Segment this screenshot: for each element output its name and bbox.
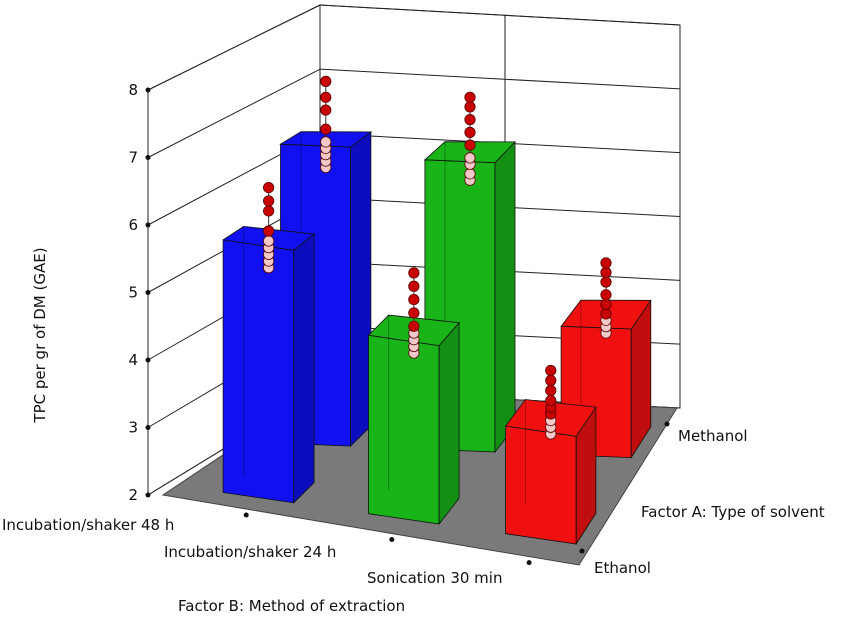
bar-side-face — [438, 321, 460, 526]
bar-front-face — [222, 239, 295, 504]
chart-labels: TPC per gr of DM (GAE) Factor B: Method … — [31, 247, 825, 615]
x-tick-label-0: Incubation/shaker 48 h — [2, 516, 174, 534]
y-tick-label-2: 2 — [128, 486, 138, 504]
bar-incubation-shaker-24-h-ethanol — [367, 267, 460, 526]
design-point — [263, 205, 275, 217]
gridline-back-7 — [319, 68, 681, 90]
x-tick-dot-0 — [243, 512, 249, 518]
design-point — [408, 320, 420, 332]
z-tick-dot-1 — [664, 421, 670, 427]
design-point — [600, 308, 612, 320]
design-point — [464, 91, 476, 103]
gridline-left-8 — [147, 4, 321, 91]
design-point — [320, 123, 332, 135]
design-point — [545, 384, 557, 397]
y-tick-dot-2 — [145, 492, 151, 498]
x-axis-label: Factor B: Method of extraction — [178, 597, 405, 615]
y-tick-dot-4 — [145, 357, 151, 363]
gridline-back-8 — [319, 4, 681, 26]
design-point — [263, 225, 275, 237]
design-point — [464, 101, 476, 113]
chart-axes: 2 3 4 5 6 7 8 Incubation/shaker 48 h Incubation/… — [2, 81, 748, 587]
x-tick-dot-1 — [389, 537, 395, 542]
design-point — [320, 136, 332, 148]
design-point — [545, 394, 557, 407]
design-point — [464, 168, 476, 180]
y-tick-label-8: 8 — [128, 81, 138, 99]
design-point — [320, 104, 332, 116]
design-point — [464, 139, 476, 151]
z-tick-dot-0 — [579, 548, 585, 554]
x-tick-dot-2 — [526, 560, 532, 566]
x-tick-label-2: Sonication 30 min — [367, 569, 502, 587]
z-tick-label-0: Ethanol — [594, 559, 651, 577]
design-point — [263, 195, 275, 207]
design-point — [600, 266, 612, 279]
y-tick-dot-7 — [145, 155, 151, 160]
y-tick-dot-5 — [145, 290, 151, 295]
bar-front-face — [368, 334, 440, 525]
design-point — [408, 267, 420, 279]
design-point — [464, 114, 476, 126]
design-point — [464, 126, 476, 138]
bar-side-face — [293, 233, 315, 504]
bar-sonication-30-min-ethanol — [504, 364, 597, 546]
z-axis-label: Factor A: Type of solvent — [641, 503, 825, 521]
gridline-left-7 — [147, 68, 321, 158]
y-tick-label-5: 5 — [128, 284, 138, 302]
design-point — [320, 91, 332, 103]
design-point — [600, 298, 612, 310]
bar-side-face — [494, 140, 516, 454]
y-tick-label-4: 4 — [128, 351, 138, 369]
design-point — [545, 374, 557, 387]
z-tick-label-1: Methanol — [678, 427, 748, 445]
y-tick-label-7: 7 — [128, 149, 138, 167]
y-tick-dot-6 — [145, 222, 151, 228]
design-point — [600, 257, 612, 269]
design-point — [545, 364, 557, 377]
y-tick-label-3: 3 — [128, 419, 138, 437]
design-point — [464, 152, 476, 164]
y-tick-dot-8 — [145, 87, 151, 93]
bar-incubation-shaker-48-h-ethanol — [222, 181, 316, 504]
chart-bars — [222, 75, 652, 546]
bar-front-face — [505, 425, 577, 545]
bar-incubation-shaker-24-h-methanol — [423, 91, 516, 454]
bar-side-face — [350, 131, 372, 448]
design-point — [408, 307, 420, 319]
y-tick-dot-3 — [145, 425, 151, 430]
y-tick-label-6: 6 — [128, 216, 138, 234]
design-point — [408, 293, 420, 306]
design-point — [263, 235, 275, 247]
design-point — [600, 276, 612, 288]
design-point — [408, 280, 420, 292]
x-tick-label-1: Incubation/shaker 24 h — [164, 543, 336, 561]
design-point — [320, 75, 332, 87]
design-point — [263, 181, 275, 194]
design-point — [600, 289, 612, 301]
y-axis-label: TPC per gr of DM (GAE) — [31, 247, 49, 423]
